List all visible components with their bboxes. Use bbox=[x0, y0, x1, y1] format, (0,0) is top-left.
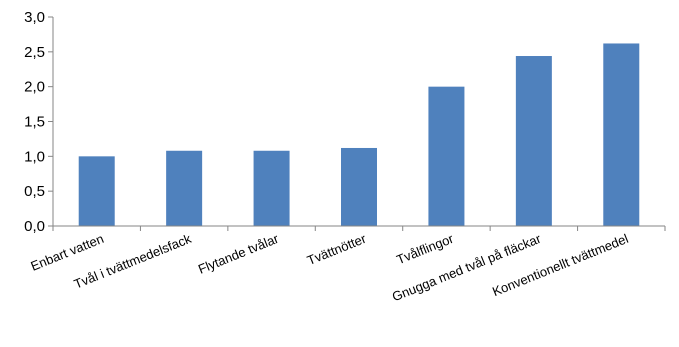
y-tick-label: 0,0 bbox=[24, 218, 45, 235]
y-tick-label: 2,5 bbox=[24, 44, 45, 61]
bar bbox=[253, 150, 290, 226]
bars bbox=[78, 43, 640, 227]
y-tick-label: 3,0 bbox=[24, 9, 45, 26]
y-tick-label: 2,0 bbox=[24, 79, 45, 96]
bar bbox=[603, 43, 640, 227]
x-category-label: Flytande tvålar bbox=[196, 231, 281, 277]
y-axis-ticks: 0,0 0,5 1,0 1,5 2,0 2,5 3,0 bbox=[24, 9, 53, 235]
y-tick-label: 1,0 bbox=[24, 148, 45, 165]
bar bbox=[515, 56, 552, 226]
y-tick-label: 1,5 bbox=[24, 114, 45, 131]
bar bbox=[341, 147, 377, 226]
bar bbox=[166, 150, 203, 226]
x-category-label: Enbart vatten bbox=[29, 231, 106, 274]
bar bbox=[78, 156, 115, 226]
axes bbox=[52, 17, 666, 231]
bar bbox=[428, 86, 465, 227]
x-category-label: Tvättnötter bbox=[305, 231, 369, 268]
y-tick-label: 0,5 bbox=[24, 183, 45, 200]
x-category-label: Gnugga med tvål på fläckar bbox=[390, 231, 544, 305]
x-category-label: Tvålflingor bbox=[394, 231, 456, 268]
